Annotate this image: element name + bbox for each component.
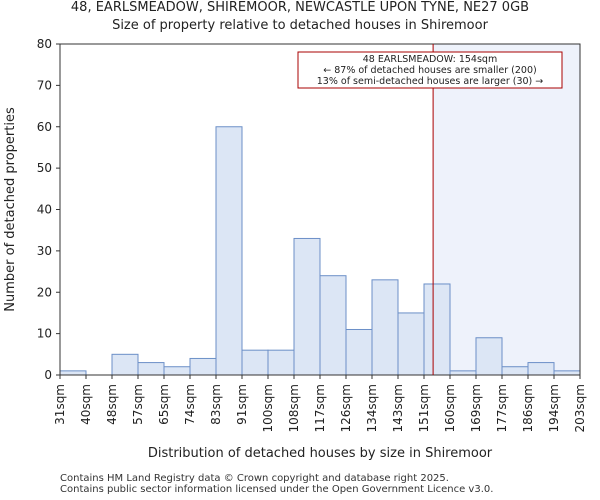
y-tick-label-0: 0 [44, 368, 52, 382]
chart-subtitle: Size of property relative to detached ho… [112, 18, 488, 33]
bar-194sqm [553, 370, 581, 376]
bar-chart: 0 10 20 30 40 50 60 70 80 31sqm 40sqm 48sqm 57sqm 65s… [3, 37, 587, 461]
footer-copyright: Contains HM Land Registry data © Crown c… [60, 473, 449, 484]
x-tick-label-65sqm: 65sqm [157, 384, 171, 425]
bar-177sqm [501, 366, 529, 376]
bar-65sqm [163, 366, 191, 376]
x-tick-label-48sqm: 48sqm [105, 384, 119, 425]
x-tick-label-160sqm: 160sqm [443, 384, 457, 432]
x-tick-label-203sqm: 203sqm [573, 384, 587, 432]
bar-57sqm [137, 362, 165, 376]
y-tick-label-50: 50 [37, 161, 52, 175]
y-tick-label-20: 20 [37, 285, 52, 299]
bar-108sqm [293, 237, 321, 376]
x-tick-label-194sqm: 194sqm [547, 384, 561, 432]
annotation-line-3: 13% of semi-detached houses are larger (… [317, 76, 544, 87]
x-tick-label-100sqm: 100sqm [261, 384, 275, 432]
bar-31sqm [59, 370, 87, 376]
x-tick-label-57sqm: 57sqm [131, 384, 145, 425]
y-axis-label: Number of detached properties [3, 107, 18, 312]
x-tick-label-40sqm: 40sqm [79, 384, 93, 425]
bar-160sqm [449, 370, 477, 376]
chart-title: 48, EARLSMEADOW, SHIREMOOR, NEWCASTLE UP… [70, 0, 530, 15]
y-tick-label-10: 10 [37, 327, 52, 341]
bar-126sqm [345, 328, 373, 376]
x-tick-label-169sqm: 169sqm [469, 384, 483, 432]
x-tick-label-91sqm: 91sqm [235, 384, 249, 425]
bar-74sqm [189, 357, 217, 376]
x-tick-label-83sqm: 83sqm [209, 384, 223, 425]
bar-186sqm [527, 362, 555, 376]
y-tick-label-60: 60 [37, 120, 52, 134]
x-tick-label-134sqm: 134sqm [365, 384, 379, 432]
annotation-line-2: ← 87% of detached houses are smaller (20… [323, 65, 536, 76]
y-tick-label-40: 40 [37, 203, 52, 217]
y-tick-label-70: 70 [37, 78, 52, 92]
bar-91sqm [241, 349, 269, 376]
bar-83sqm [215, 126, 243, 376]
annotation-line-1: 48 EARLSMEADOW: 154sqm [363, 54, 497, 65]
x-tick-label-117sqm: 117sqm [313, 384, 327, 432]
x-tick-label-151sqm: 151sqm [417, 384, 431, 432]
x-tick-label-74sqm: 74sqm [183, 384, 197, 425]
x-tick-label-143sqm: 143sqm [391, 384, 405, 432]
bar-151sqm [423, 283, 451, 376]
bar-100sqm [267, 349, 295, 376]
x-tick-label-186sqm: 186sqm [521, 384, 535, 432]
bar-143sqm [397, 312, 425, 376]
y-tick-label-80: 80 [37, 37, 52, 51]
bar-48sqm [111, 353, 139, 376]
bar-134sqm [371, 279, 399, 376]
bar-117sqm [319, 275, 347, 376]
highlight-region [433, 44, 580, 375]
annotation-box [297, 51, 563, 89]
x-tick-label-108sqm: 108sqm [287, 384, 301, 432]
x-tick-label-31sqm: 31sqm [53, 384, 67, 425]
y-tick-label-30: 30 [37, 244, 52, 258]
bar-169sqm [475, 337, 503, 376]
x-tick-label-177sqm: 177sqm [495, 384, 509, 432]
x-tick-label-126sqm: 126sqm [339, 384, 353, 432]
x-axis-label: Distribution of detached houses by size … [148, 446, 493, 461]
footer-licence: Contains public sector information licen… [60, 484, 494, 495]
